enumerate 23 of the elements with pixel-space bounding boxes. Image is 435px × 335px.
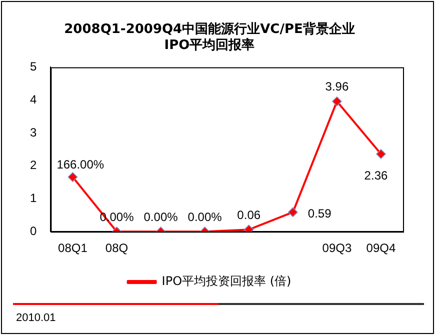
data-label: 166.00% [56, 157, 104, 172]
point [332, 96, 342, 106]
y-tick-label: 0 [30, 224, 37, 238]
x-tick-label: 09Q3 [322, 241, 352, 256]
y-tick-label: 3 [30, 125, 37, 140]
data-label: 0.00% [144, 210, 178, 224]
data-label: 3.96 [325, 80, 349, 94]
data-label: 2.36 [364, 168, 388, 182]
x-tick-label: 08Q [105, 241, 128, 256]
chart-title: 2008Q1-2009Q4中国能源行业VC/PE背景企业 IPO平均回报率 [64, 21, 355, 53]
x-tick-label: 08Q1 [58, 241, 88, 256]
x-tick-label: 09Q4 [366, 241, 396, 256]
y-tick-label: 5 [30, 60, 37, 74]
data-label: 0.59 [308, 206, 332, 221]
data-label: 0.00% [188, 210, 222, 224]
y-tick-label: 4 [30, 92, 37, 106]
point [376, 149, 386, 159]
legend-label: IPO平均投资回报率 (倍) [162, 274, 292, 288]
text: 2010.01 [16, 312, 56, 324]
y-tick-label: 1 [30, 191, 37, 206]
data-label: 0.06 [237, 208, 261, 222]
point [68, 172, 78, 182]
y-tick-label: 2 [30, 158, 37, 172]
